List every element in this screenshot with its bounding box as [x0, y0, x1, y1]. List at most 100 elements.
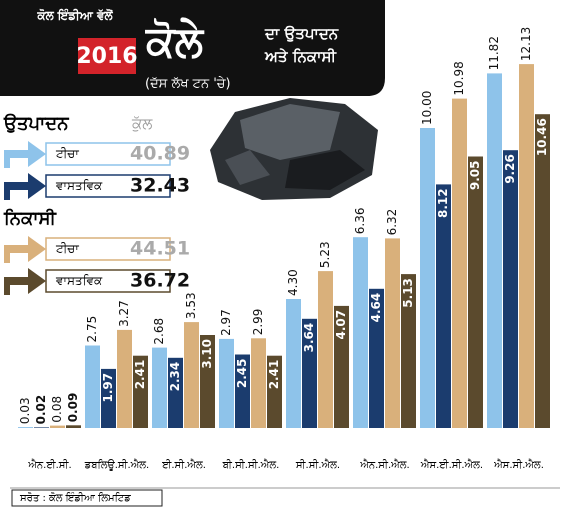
- value-label: 10.98: [452, 61, 466, 95]
- bar: [66, 425, 81, 428]
- value-label: 4.64: [369, 293, 383, 323]
- x-tick-label: ਸੀ.ਸੀ.ਐਲ.: [295, 459, 340, 471]
- value-label: 0.03: [18, 397, 32, 424]
- x-tick-label: ਡਬਲਿਊ.ਸੀ.ਐਲ.: [84, 459, 150, 471]
- bar: [168, 357, 183, 428]
- value-label: 10.00: [420, 91, 434, 125]
- value-label: 10.46: [535, 118, 549, 156]
- legend-arrow: [4, 173, 46, 200]
- bar: [133, 355, 148, 428]
- legend-box: [45, 269, 171, 293]
- bar: [353, 237, 368, 428]
- bar: [251, 338, 266, 428]
- title-line: ਦਾ ਉਤਪਾਦਨ: [264, 25, 339, 43]
- value-label: 9.26: [503, 154, 517, 184]
- unit: (ਦੱਸ ਲੱਖ ਟਨ 'ਚੇ): [145, 77, 231, 92]
- title-line: ਅਤੇ ਨਿਕਾਸੀ: [264, 48, 337, 66]
- value-label: 0.02: [34, 395, 48, 425]
- bar: [34, 427, 49, 428]
- source-box: [11, 489, 163, 507]
- bar: [452, 98, 467, 428]
- value-label: 2.41: [133, 360, 147, 390]
- legend-group: ਉਤਪਾਦਨ: [3, 113, 69, 134]
- value-label: 3.64: [302, 323, 316, 353]
- bar: [334, 305, 349, 428]
- x-tick-label: ਐਸ.ਸੀ.ਐਲ.: [493, 459, 544, 471]
- bar: [50, 425, 65, 428]
- x-tick-label: ਈ.ਸੀ.ਐਲ.: [161, 459, 206, 471]
- year: 2016: [76, 44, 137, 69]
- legend-arrow: [4, 236, 46, 263]
- value-label: 3.53: [184, 292, 198, 319]
- title: ਕੋਲੇ: [145, 17, 205, 66]
- bar: [200, 335, 215, 428]
- legend-total-label: ਕੁੱਲ: [131, 115, 153, 133]
- legend-box: [45, 142, 171, 166]
- value-label: 3.10: [200, 339, 214, 369]
- bar: [503, 150, 518, 428]
- value-label: 2.45: [235, 359, 249, 389]
- bar: [401, 274, 416, 428]
- year-box: [78, 38, 136, 74]
- value-label: 6.32: [385, 209, 399, 236]
- legend-total: 44.51: [130, 238, 190, 260]
- value-label: 3.27: [117, 300, 131, 327]
- value-label: 2.68: [152, 318, 166, 345]
- value-label: 2.99: [251, 309, 265, 336]
- value-label: 5.13: [401, 278, 415, 308]
- value-label: 0.08: [50, 396, 64, 423]
- value-label: 2.41: [267, 360, 281, 390]
- value-label: 0.09: [66, 393, 80, 423]
- value-label: 2.97: [219, 309, 233, 336]
- bar: [436, 184, 451, 428]
- value-label: 2.34: [168, 362, 182, 392]
- value-label: 12.13: [519, 27, 533, 61]
- value-label: 4.30: [286, 269, 300, 296]
- bar: [219, 338, 234, 428]
- coal-image: [210, 98, 378, 200]
- legend-arrow: [4, 141, 46, 168]
- value-label: 4.07: [334, 310, 348, 340]
- bar: [519, 64, 534, 428]
- bar: [286, 299, 301, 428]
- bar: [152, 347, 167, 428]
- value-label: 1.97: [101, 373, 115, 403]
- x-tick-label: ਐਸ.ਈ.ਸੀ.ਐਲ.: [420, 459, 483, 471]
- bar: [420, 128, 435, 428]
- bar: [302, 318, 317, 428]
- bar: [318, 271, 333, 428]
- legend-group: ਨਿਕਾਸੀ: [3, 208, 57, 229]
- bar: [535, 114, 550, 428]
- legend-total: 40.89: [130, 143, 190, 165]
- value-label: 6.36: [353, 207, 367, 234]
- bar: [385, 238, 400, 428]
- bar: [468, 156, 483, 428]
- source: ਸਰੋਤ : ਕੋਲ ਇੰਡੀਆ ਲਿਮਟਿਡ: [19, 491, 131, 504]
- x-tick-label: ਬੀ.ਸੀ.ਸੀ.ਐਲ.: [222, 459, 280, 471]
- legend-label: ਵਾਸਤਵਿਕ: [55, 179, 103, 193]
- legend-label: ਟੀਚਾ: [55, 242, 79, 256]
- legend-arrow: [4, 268, 46, 295]
- bar: [101, 368, 116, 428]
- legend-total: 36.72: [130, 270, 190, 292]
- legend-box: [45, 174, 171, 198]
- bar: [267, 355, 282, 428]
- bar: [85, 345, 100, 428]
- bar: [117, 329, 132, 428]
- bar: [235, 354, 250, 428]
- value-label: 9.05: [468, 161, 482, 191]
- bar: [18, 427, 33, 428]
- bar: [487, 73, 502, 429]
- x-tick-label: ਐਨ.ਸੀ.ਐਲ.: [359, 459, 409, 471]
- value-label: 2.75: [85, 316, 99, 343]
- legend-total: 32.43: [130, 175, 190, 197]
- legend-label: ਵਾਸਤਵਿਕ: [55, 274, 103, 288]
- legend-box: [45, 237, 171, 261]
- legend-label: ਟੀਚਾ: [55, 147, 79, 161]
- x-tick-label: ਐਨ.ਈ.ਸੀ.: [27, 459, 71, 471]
- bar: [369, 288, 384, 428]
- value-label: 8.12: [436, 188, 450, 218]
- bar: [184, 322, 199, 428]
- value-label: 11.82: [487, 36, 501, 70]
